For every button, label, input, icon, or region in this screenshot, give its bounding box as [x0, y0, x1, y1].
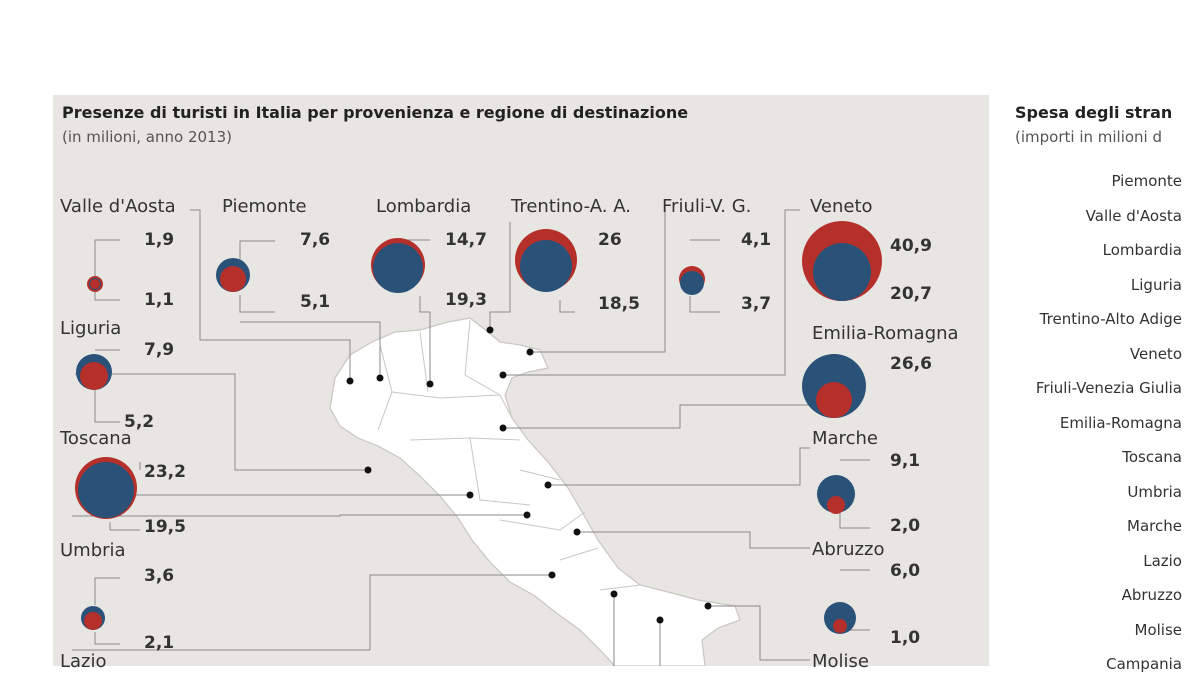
spesa-item: Friuli-Venezia Giulia [1035, 379, 1182, 397]
region-name-trentino: Trentino-A. A. [511, 196, 631, 217]
region-name-piemonte: Piemonte [222, 196, 307, 217]
value-umbria-top: 3,6 [144, 566, 175, 586]
bubble-emilia-red [816, 382, 852, 418]
spesa-item: Liguria [1130, 275, 1182, 294]
value-trentino-bottom: 18,5 [598, 294, 640, 314]
region-name-valle-aosta: Valle d'Aosta [60, 196, 176, 217]
value-lombardia-bottom: 19,3 [445, 290, 487, 310]
dot-umbria [523, 511, 531, 519]
italy-outline [329, 317, 741, 666]
spesa-item: Veneto [1129, 344, 1182, 363]
spesa-panel [997, 95, 1184, 666]
value-toscana-bottom: 19,5 [144, 517, 186, 537]
value-abruzzo-top: 6,0 [890, 561, 921, 581]
spesa-item: Valle d'Aosta [1085, 206, 1182, 225]
value-marche-bottom: 2,0 [890, 516, 921, 536]
region-name-umbria: Umbria [60, 540, 126, 561]
value-trentino-top: 26 [598, 230, 622, 250]
value-marche-top: 9,1 [890, 451, 921, 471]
dot-campania [656, 616, 664, 624]
bubble-marche-red [827, 496, 845, 514]
region-name-liguria: Liguria [60, 318, 122, 339]
value-veneto-top: 40,9 [890, 236, 932, 256]
value-lombardia-top: 14,7 [445, 230, 487, 250]
region-name-lazio: Lazio [60, 651, 107, 672]
dot-emilia [499, 424, 507, 432]
spesa-item: Trentino-Alto Adige [1039, 310, 1182, 328]
bubble-piemonte-red [220, 266, 246, 292]
value-piemonte-top: 7,6 [300, 230, 331, 250]
region-name-emilia: Emilia-Romagna [812, 323, 959, 344]
dot-marche [544, 481, 552, 489]
region-name-marche: Marche [812, 428, 878, 449]
dot-piemonte [376, 374, 384, 382]
region-name-veneto: Veneto [810, 196, 873, 217]
bubble-friuli-blue [680, 271, 704, 295]
spesa-item: Abruzzo [1121, 586, 1182, 604]
spesa-title: Spesa degli stran [1015, 103, 1173, 122]
value-friuli-top: 4,1 [741, 230, 772, 250]
bubble-abruzzo-blue [824, 602, 856, 634]
bubble-umbria-red [84, 612, 102, 630]
dot-lombardia [426, 380, 434, 388]
bubble-abruzzo-red [833, 619, 847, 633]
spesa-item: Toscana [1122, 448, 1182, 466]
value-umbria-bottom: 2,1 [144, 633, 175, 653]
dot-puglia [704, 602, 712, 610]
value-veneto-bottom: 20,7 [890, 284, 932, 304]
dot-friuli [526, 348, 534, 356]
value-friuli-bottom: 3,7 [741, 294, 772, 314]
region-name-toscana: Toscana [60, 428, 132, 449]
map-title: Presenze di turisti in Italia per proven… [62, 103, 689, 122]
bubble-marche-blue [817, 475, 855, 513]
bubble-toscana-blue [78, 462, 134, 518]
spesa-subtitle: (importi in milioni d [1015, 128, 1163, 146]
value-valle-aosta-top: 1,9 [144, 230, 175, 250]
region-name-molise: Molise [812, 651, 869, 672]
dot-lazio [548, 571, 556, 579]
dot-liguria [364, 466, 372, 474]
map-subtitle: (in milioni, anno 2013) [62, 128, 232, 146]
dot-molise [610, 590, 618, 598]
value-liguria-top: 7,9 [144, 340, 175, 360]
value-valle-aosta-bottom: 1,1 [144, 290, 175, 310]
spesa-item: Marche [1127, 517, 1182, 535]
bubble-veneto-blue [813, 243, 871, 301]
spesa-item: Lombardia [1102, 241, 1182, 259]
spesa-item: Umbria [1127, 482, 1182, 501]
dot-valle-aosta [346, 377, 354, 385]
spesa-item: Molise [1134, 620, 1183, 639]
bubble-lombardia-blue [373, 243, 423, 293]
value-liguria-bottom: 5,2 [124, 412, 155, 432]
region-name-lombardia: Lombardia [376, 196, 472, 217]
value-toscana-top: 23,2 [144, 462, 186, 482]
bubble-liguria-red [80, 362, 108, 390]
dot-veneto [499, 371, 507, 379]
spesa-item: Lazio [1143, 551, 1182, 570]
value-piemonte-bottom: 5,1 [300, 292, 331, 312]
spesa-item: Piemonte [1111, 172, 1182, 190]
region-name-friuli: Friuli-V. G. [662, 196, 752, 217]
dot-toscana [466, 491, 474, 499]
dot-abruzzo [573, 528, 581, 536]
spesa-item: Campania [1106, 655, 1182, 673]
dot-trentino [486, 326, 494, 334]
value-emilia-top: 26,6 [890, 354, 932, 374]
spesa-item: Emilia-Romagna [1059, 413, 1182, 432]
region-name-abruzzo: Abruzzo [812, 539, 885, 560]
value-abruzzo-bottom: 1,0 [890, 628, 921, 648]
bubble-trentino-blue [520, 240, 572, 292]
